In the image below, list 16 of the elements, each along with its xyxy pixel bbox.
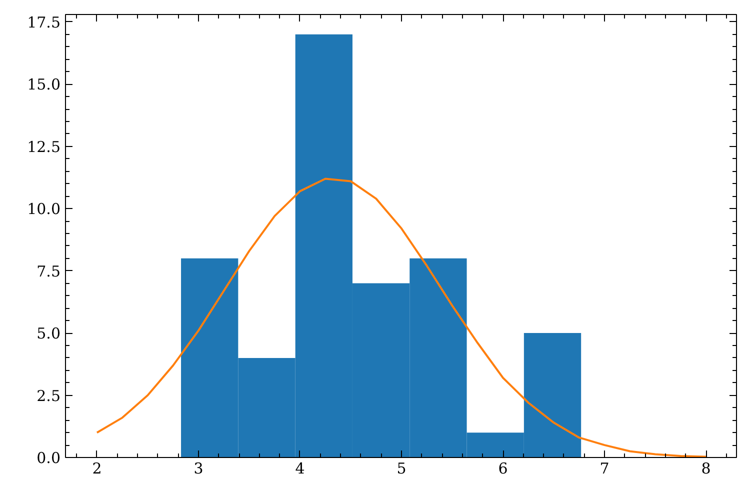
y-tick-label: 10.0 [27,200,61,218]
y-tick-label: 5.0 [36,324,61,343]
x-tick-label: 7 [600,460,610,478]
y-tick-label: 2.5 [36,386,61,405]
x-tick-label: 4 [295,460,305,478]
y-tick-label: 7.5 [36,262,61,280]
y-tick-label: 17.5 [27,13,61,32]
y-tick-label: 0.0 [36,449,61,467]
y-tick-label: 12.5 [27,138,61,156]
x-tick-label: 8 [701,460,711,478]
x-tick-label: 2 [92,460,102,478]
line-series [96,178,708,458]
x-tick-label: 6 [498,460,508,478]
y-tick-label: 15.0 [27,76,61,94]
x-tick-label: 5 [396,460,406,478]
x-tick-label: 3 [194,460,204,478]
